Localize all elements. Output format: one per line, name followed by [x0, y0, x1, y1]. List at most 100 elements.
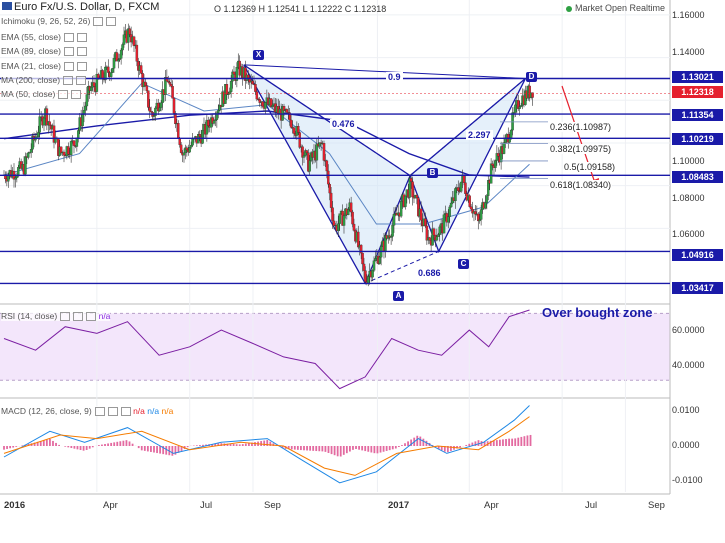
candle-body [215, 112, 219, 120]
indicator-ema55[interactable]: EMA (55, close) [1, 32, 87, 43]
candle-body [255, 91, 259, 100]
candle-body [62, 151, 66, 156]
candle-body [72, 140, 76, 146]
macd-histogram-bar [388, 446, 391, 451]
macd-histogram-bar [495, 440, 498, 446]
macd-histogram-bar [394, 446, 397, 449]
ratio-bd: 2.297 [466, 130, 493, 140]
macd-histogram-bar [266, 440, 269, 446]
pattern-ac [365, 250, 439, 284]
settings-icon[interactable] [58, 90, 69, 100]
macd-tick: 0.0100 [672, 405, 700, 415]
candle-body [292, 127, 296, 134]
macd-histogram-bar [205, 444, 207, 446]
indicator-ichimoku[interactable]: Ichimoku (9, 26, 52, 26) [1, 16, 117, 27]
candle-body [519, 105, 523, 107]
candle-body [408, 178, 411, 198]
macd-histogram-bar [97, 445, 100, 446]
close-icon[interactable] [77, 47, 87, 57]
macd-histogram-bar [385, 446, 388, 451]
indicator-ma200[interactable]: MA (200, close) [1, 75, 87, 86]
macd-histogram-bar [287, 446, 290, 450]
fib-label: 0.236(1.10987) [549, 122, 613, 132]
indicator-ma50[interactable]: MA (50, close) [1, 89, 82, 100]
candle-body [261, 101, 264, 107]
macd-histogram-bar [88, 446, 91, 449]
macd-histogram-bar [162, 446, 165, 455]
candle-body [128, 28, 131, 35]
candle-body [399, 200, 403, 217]
rsi-band [0, 313, 670, 381]
settings-icon[interactable] [64, 62, 74, 72]
more-icon[interactable] [86, 312, 97, 322]
candle-body [432, 228, 436, 236]
price-tag: 1.11354 [672, 109, 723, 121]
pattern-xb [243, 64, 411, 177]
settings-icon[interactable] [64, 47, 74, 57]
macd-histogram-bar [251, 442, 253, 446]
candle-body [448, 206, 451, 217]
macd-histogram-bar [263, 440, 266, 446]
candle-body [104, 66, 107, 81]
close-icon[interactable] [77, 33, 87, 43]
close-icon[interactable] [77, 62, 87, 72]
macd-histogram-bar [321, 446, 324, 452]
close-icon[interactable] [71, 90, 82, 100]
candle-body [352, 223, 356, 231]
macd-histogram-bar [67, 446, 70, 448]
candle-body [214, 119, 217, 121]
macd-legend[interactable]: MACD (12, 26, close, 9) n/a n/a n/a [1, 406, 174, 417]
candle-body [364, 270, 367, 282]
macd-histogram-bar [324, 446, 327, 452]
close-icon[interactable] [76, 76, 87, 86]
macd-histogram-bar [517, 437, 520, 446]
indicator-ema89[interactable]: EMA (89, close) [1, 46, 87, 57]
macd-histogram-bar [33, 442, 36, 446]
point-d-label: D [526, 72, 537, 82]
macd-histogram-bar [303, 446, 305, 451]
macd-histogram-bar [49, 438, 51, 446]
settings-icon[interactable] [94, 407, 105, 417]
candle-body [494, 160, 497, 168]
macd-histogram-bar [199, 445, 201, 446]
macd-histogram-bar [76, 446, 79, 450]
macd-histogram-bar [260, 441, 263, 446]
macd-histogram-bar [502, 439, 504, 446]
indicator-ema21[interactable]: EMA (21, close) [1, 61, 87, 72]
candle-body [244, 67, 247, 81]
macd-histogram-bar [220, 443, 223, 446]
more-icon[interactable] [120, 407, 131, 417]
settings-icon[interactable] [93, 17, 104, 27]
macd-histogram-bar [70, 446, 73, 449]
macd-histogram-bar [364, 446, 367, 452]
settings-icon[interactable] [60, 312, 71, 322]
fib-label: 0.382(1.09975) [549, 144, 613, 154]
candle-body [485, 195, 489, 203]
candle-body [298, 132, 301, 148]
rsi-legend[interactable]: RSI (14, close) n/a [1, 311, 111, 322]
macd-histogram-bar [373, 446, 376, 454]
settings-icon[interactable] [63, 76, 74, 86]
macd-histogram-bar [79, 446, 82, 451]
candle-body [374, 258, 377, 261]
candle-body [28, 152, 31, 154]
macd-histogram-bar [82, 446, 85, 451]
candle-body [48, 121, 51, 126]
macd-histogram-bar [52, 440, 54, 446]
candle-body [288, 112, 291, 121]
macd-histogram-bar [492, 440, 495, 446]
macd-histogram-bar [146, 446, 149, 452]
candle-body [417, 197, 420, 217]
close-icon[interactable] [107, 407, 118, 417]
macd-histogram-bar [508, 438, 510, 446]
candle-body [118, 58, 121, 60]
macd-histogram-bar [104, 444, 106, 446]
candle-body [332, 220, 336, 226]
candle-body [198, 133, 201, 137]
close-icon[interactable] [73, 312, 84, 322]
candle-body [409, 178, 413, 182]
x-tick: Jul [200, 500, 213, 511]
close-icon[interactable] [106, 17, 117, 27]
macd-histogram-bar [529, 434, 532, 446]
settings-icon[interactable] [64, 33, 74, 43]
